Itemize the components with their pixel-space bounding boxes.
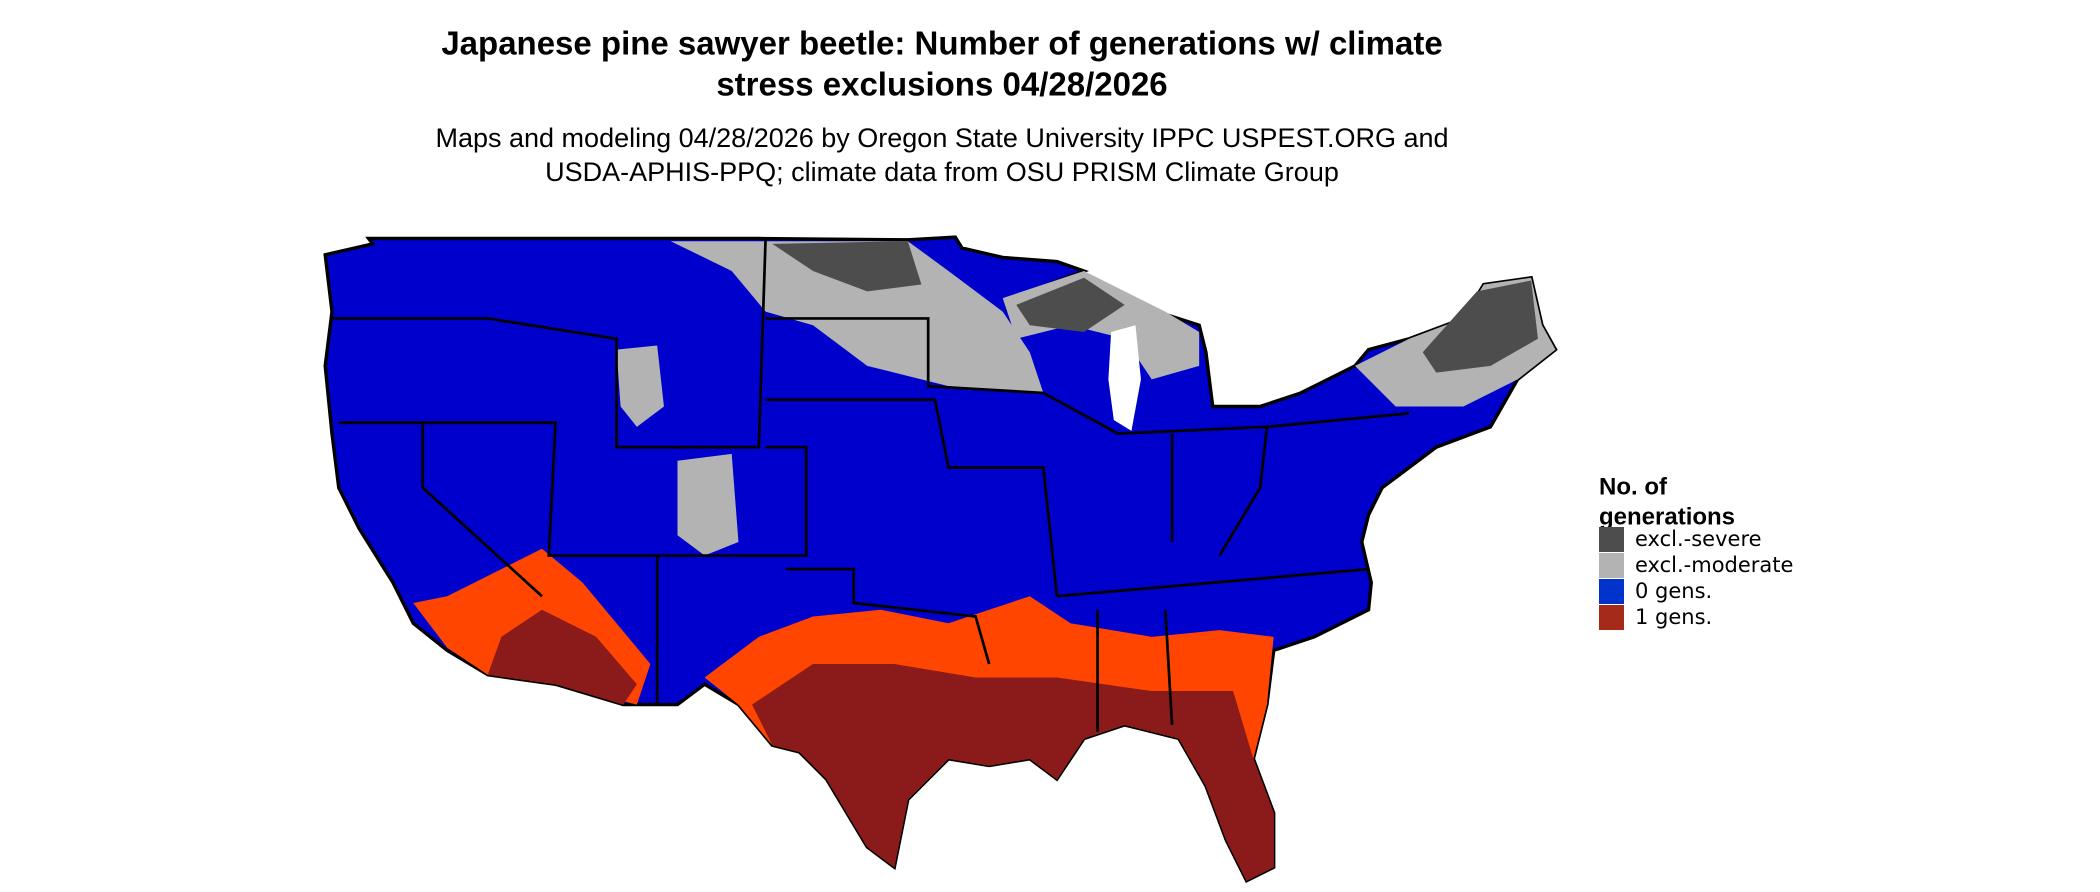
region-light-gray bbox=[677, 453, 739, 556]
legend-swatch bbox=[1599, 605, 1624, 630]
region-dark-red bbox=[752, 663, 1274, 881]
legend-title: No. of bbox=[1599, 473, 1668, 500]
title: stress exclusions 04/28/2026 bbox=[716, 66, 1167, 103]
lake bbox=[1108, 325, 1141, 431]
legend-swatch bbox=[1599, 579, 1624, 604]
us-map bbox=[323, 235, 1558, 884]
region-dark-gray bbox=[1016, 277, 1125, 332]
title: Japanese pine sawyer beetle: Number of g… bbox=[441, 25, 1442, 62]
legend-label: 0 gens. bbox=[1635, 579, 1712, 603]
legend-swatch bbox=[1599, 553, 1624, 578]
subtitle: USDA-APHIS-PPQ; climate data from OSU PR… bbox=[545, 157, 1339, 187]
region-light-gray bbox=[616, 345, 664, 427]
region-dark-gray bbox=[772, 241, 922, 292]
legend-title: generations bbox=[1599, 503, 1735, 530]
region-dark-gray bbox=[1422, 280, 1538, 373]
legend-label: excl.-moderate bbox=[1635, 553, 1793, 577]
subtitle: Maps and modeling 04/28/2026 by Oregon S… bbox=[435, 123, 1448, 153]
legend-swatch bbox=[1599, 527, 1624, 552]
state-borders bbox=[331, 238, 1410, 732]
legend-label: excl.-severe bbox=[1635, 527, 1762, 551]
legend-label: 1 gens. bbox=[1635, 605, 1712, 629]
region-dark-red bbox=[487, 609, 637, 705]
